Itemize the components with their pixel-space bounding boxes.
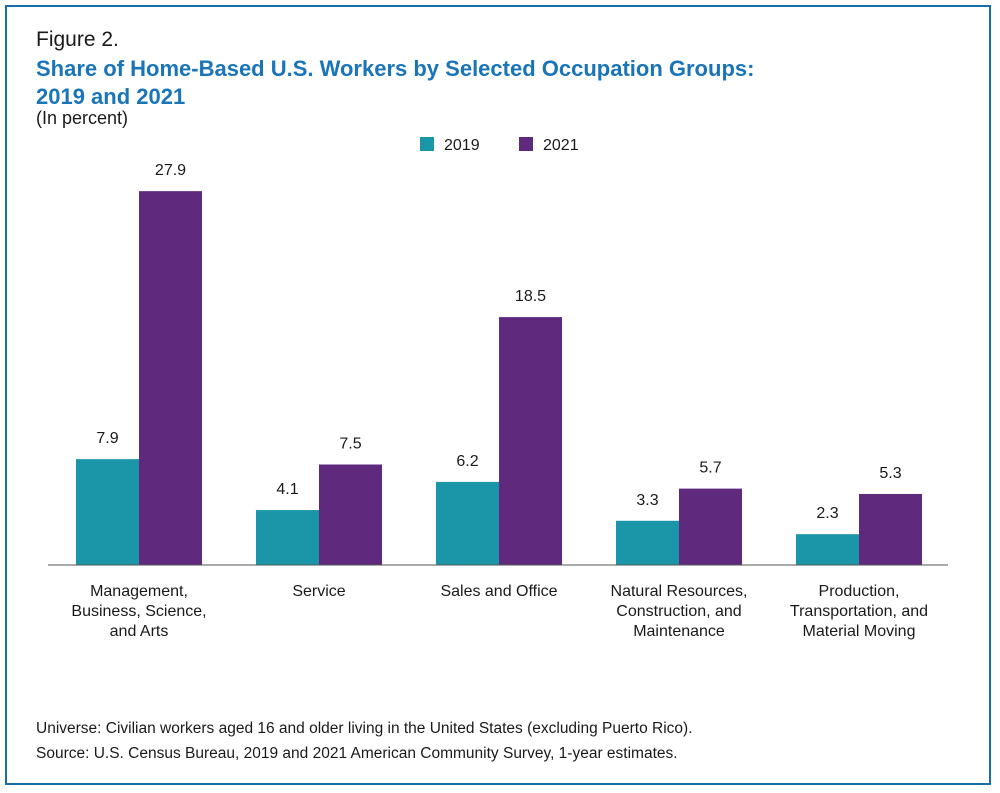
category-label-line: Sales and Office bbox=[440, 583, 557, 600]
bar-2019-1 bbox=[256, 510, 319, 565]
data-label-2021-0: 27.9 bbox=[155, 162, 186, 179]
category-label-1: Service bbox=[292, 583, 345, 600]
category-label-2: Sales and Office bbox=[440, 583, 557, 600]
category-label-line: Transportation, and bbox=[790, 603, 928, 620]
data-label-2019-0: 7.9 bbox=[96, 430, 118, 447]
figure-frame bbox=[5, 5, 991, 785]
category-label-line: Maintenance bbox=[633, 623, 725, 640]
bar-2019-4 bbox=[796, 534, 859, 565]
chart-title-line-1: Share of Home-Based U.S. Workers by Sele… bbox=[36, 56, 755, 81]
category-label-line: and Arts bbox=[110, 623, 169, 640]
category-label-line: Production, bbox=[819, 583, 900, 600]
data-label-2021-2: 18.5 bbox=[515, 288, 546, 305]
bar-2019-3 bbox=[616, 520, 679, 565]
legend-label-2019: 2019 bbox=[444, 137, 480, 154]
bar-2019-2 bbox=[436, 481, 499, 565]
data-label-2019-3: 3.3 bbox=[636, 492, 658, 509]
bar-2021-2 bbox=[499, 317, 562, 565]
data-label-2021-3: 5.7 bbox=[699, 460, 721, 477]
data-label-2021-1: 7.5 bbox=[339, 436, 361, 453]
data-label-2019-1: 4.1 bbox=[276, 481, 298, 498]
category-label-0: Management, Business, Science, and Arts bbox=[71, 583, 206, 640]
legend-swatch-2021 bbox=[519, 137, 533, 151]
bar-2021-3 bbox=[679, 488, 742, 565]
category-label-line: Business, Science, bbox=[71, 603, 206, 620]
chart-subtitle: (In percent) bbox=[36, 108, 129, 128]
figure-label: Figure 2. bbox=[36, 28, 119, 51]
category-label-line: Natural Resources, bbox=[611, 583, 748, 600]
universe-note: Universe: Civilian workers aged 16 and o… bbox=[36, 720, 693, 737]
bar-2021-0 bbox=[139, 191, 202, 565]
category-label-3: Natural Resources, Construction, and Maint… bbox=[611, 583, 748, 640]
data-label-2019-4: 2.3 bbox=[816, 505, 838, 522]
category-label-line: Material Moving bbox=[803, 623, 916, 640]
category-label-line: Service bbox=[292, 583, 345, 600]
data-label-2021-4: 5.3 bbox=[879, 465, 901, 482]
category-label-4: Production, Transportation, and Material M… bbox=[790, 583, 928, 640]
category-label-line: Management, bbox=[90, 583, 188, 600]
legend-swatch-2019 bbox=[420, 137, 434, 151]
data-label-2019-2: 6.2 bbox=[456, 453, 478, 470]
source-note: Source: U.S. Census Bureau, 2019 and 202… bbox=[36, 745, 678, 762]
legend-label-2021: 2021 bbox=[543, 137, 579, 154]
bar-2021-4 bbox=[859, 493, 922, 565]
bar-2021-1 bbox=[319, 464, 382, 565]
chart-title: Share of Home-Based U.S. Workers by Sele… bbox=[36, 55, 936, 111]
chart-title-line-2: 2019 and 2021 bbox=[36, 84, 186, 109]
category-label-line: Construction, and bbox=[616, 603, 741, 620]
footnotes: Universe: Civilian workers aged 16 and o… bbox=[36, 716, 693, 766]
bar-2019-0 bbox=[76, 459, 139, 565]
